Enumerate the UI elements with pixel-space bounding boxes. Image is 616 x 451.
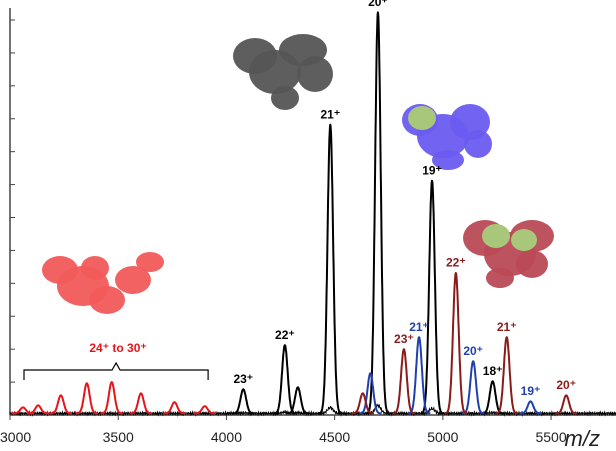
spectrum-peak xyxy=(480,380,505,415)
spectrum-peak xyxy=(231,388,256,415)
blue-protein-structure xyxy=(402,104,492,170)
spectrum-peak xyxy=(99,381,124,415)
spectrum-peak xyxy=(365,11,390,415)
spectrum-peak xyxy=(461,360,486,415)
peak-label: 22⁺ xyxy=(275,328,295,342)
x-tick-label: 5500 xyxy=(535,429,566,445)
spectrum-peak xyxy=(518,400,543,415)
peak-label: 18⁺ xyxy=(483,364,503,378)
peak-label: 23⁺ xyxy=(394,332,414,346)
peak-label: 19⁺ xyxy=(422,163,442,177)
x-tick-label: 4000 xyxy=(211,429,242,445)
x-axis-title: m/z xyxy=(565,426,600,451)
spectrum-peak xyxy=(494,336,519,415)
x-tick-label: 5000 xyxy=(427,429,458,445)
spectrum-peak xyxy=(443,272,468,415)
peak-label: 19⁺ xyxy=(521,384,541,398)
peak-label: 20⁺ xyxy=(556,378,576,392)
spectrum-peak xyxy=(128,392,153,415)
range-bracket xyxy=(23,361,209,380)
x-tick-label: 3000 xyxy=(0,429,31,445)
spectrum-peak xyxy=(162,401,187,415)
peak-label: 21⁺ xyxy=(497,320,517,334)
spectrum-peak xyxy=(26,404,51,415)
x-tick-label: 3500 xyxy=(103,429,134,445)
peak-label: 20⁺ xyxy=(368,0,388,9)
spectrum-peak xyxy=(285,386,310,415)
peak-label: 23⁺ xyxy=(233,372,253,386)
x-tick-label: 4500 xyxy=(319,429,350,445)
ligand-highlight xyxy=(482,224,510,248)
peak-labels: 20⁺21⁺19⁺22⁺23⁺18⁺22⁺23⁺21⁺20⁺21⁺20⁺19⁺ xyxy=(233,0,576,398)
spectrum-peak xyxy=(350,392,375,415)
protein-structure-images xyxy=(42,34,554,314)
spectrum-peak xyxy=(192,405,217,415)
spectrum-peak xyxy=(318,123,343,415)
peak-label: 22⁺ xyxy=(446,256,466,270)
spectrum-peak xyxy=(74,382,99,415)
ligand-highlight xyxy=(408,106,436,130)
peak-label: 21⁺ xyxy=(409,320,429,334)
spectrum-peak xyxy=(48,394,73,415)
darkred-protein-structure xyxy=(463,220,554,288)
range-label: 24⁺ to 30⁺ xyxy=(89,341,146,355)
ligand-highlight xyxy=(511,229,537,251)
red-protein-structure xyxy=(42,252,164,314)
peak-label: 21⁺ xyxy=(320,107,340,121)
spectrum-peak xyxy=(420,179,445,415)
spectrum-traces xyxy=(9,11,616,417)
gray-protein-structure xyxy=(233,34,333,110)
spectrum-peak xyxy=(554,394,579,415)
peak-label: 20⁺ xyxy=(463,344,483,358)
spectrum-peak xyxy=(391,348,416,415)
spectrum-peak xyxy=(358,372,383,415)
range-annotation: 24⁺ to 30⁺ xyxy=(23,341,209,380)
spectrum-peak xyxy=(272,344,297,415)
